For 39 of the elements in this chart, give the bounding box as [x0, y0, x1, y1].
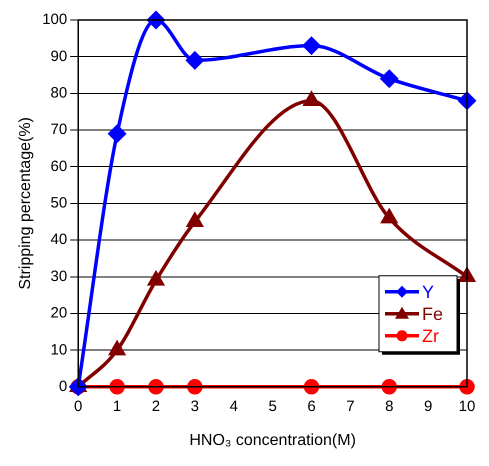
point [380, 70, 398, 88]
x-tick-label: 0 [74, 398, 82, 415]
y-tick-label: 100 [42, 11, 68, 28]
y-tick-label: 90 [50, 48, 68, 65]
x-tick-label: 10 [458, 398, 476, 415]
x-tick-label: 2 [152, 398, 160, 415]
x-tick-label: 9 [424, 398, 432, 415]
x-axis-title: HNO₃ concentration(M) [189, 432, 356, 449]
point [381, 379, 397, 395]
x-tick-label: 6 [307, 398, 316, 415]
x-tick-label: 8 [385, 398, 394, 415]
y-tick-label: 50 [50, 194, 68, 212]
y-tick-label: 0 [58, 378, 68, 395]
y-axis-title: Stripping percentage(%) [17, 117, 34, 290]
legend-label: Y [422, 282, 434, 302]
y-tick-label: 20 [50, 304, 68, 322]
x-tick-label: 7 [346, 398, 355, 415]
x-tick-label: 1 [112, 398, 122, 415]
x-tick-label: 5 [268, 398, 277, 415]
point [459, 379, 475, 395]
x-tick-label: 3 [190, 398, 200, 415]
point [459, 268, 475, 282]
legend-label: Fe [422, 304, 444, 324]
legend-label: Zr [422, 326, 439, 346]
point [148, 379, 164, 395]
point [302, 36, 320, 54]
point [458, 92, 476, 110]
point [304, 379, 320, 395]
y-tick-label: 10 [50, 341, 68, 358]
y-tick-label: 70 [50, 121, 68, 138]
y-tick-label: 60 [50, 158, 68, 175]
y-tick-label: 80 [50, 84, 68, 102]
point [108, 124, 126, 142]
x-tick-label: 4 [230, 398, 238, 415]
point [109, 379, 125, 395]
point [187, 379, 203, 395]
y-tick-label: 30 [50, 268, 68, 285]
point [186, 52, 204, 70]
y-tick-label: 40 [50, 231, 68, 248]
